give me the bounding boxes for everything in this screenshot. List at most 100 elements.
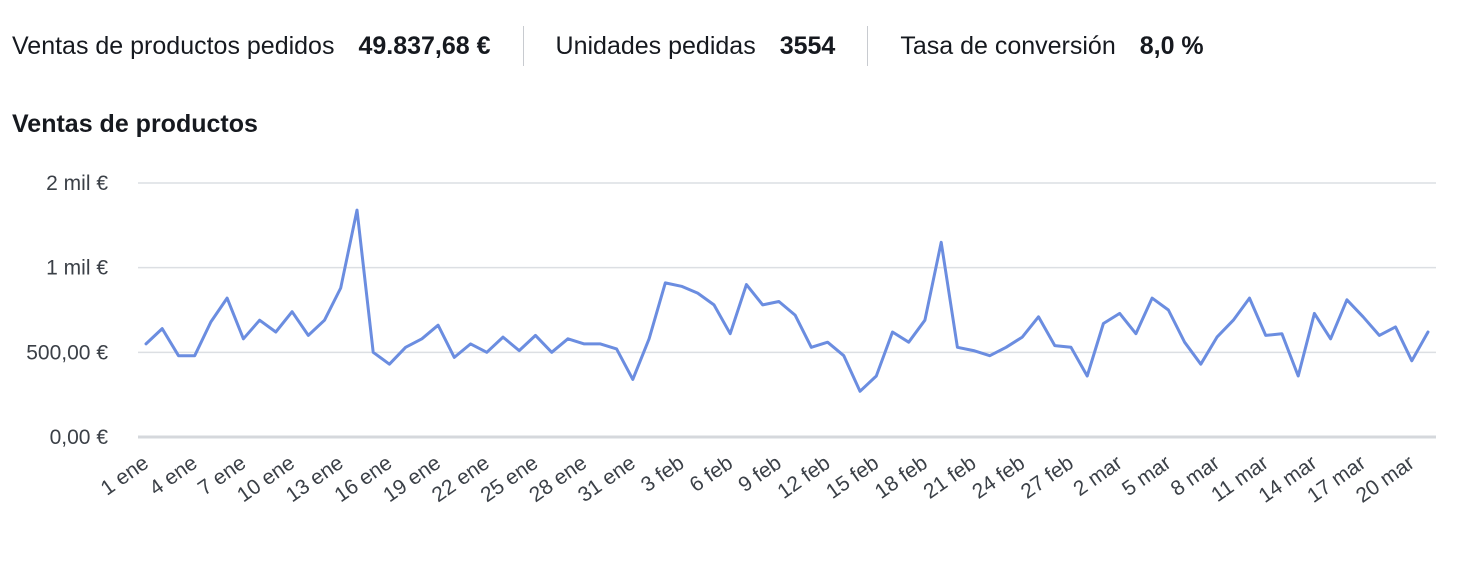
data-point bbox=[1053, 344, 1057, 348]
kpi-label: Tasa de conversión bbox=[900, 31, 1116, 60]
data-point bbox=[874, 374, 878, 378]
data-point bbox=[566, 337, 570, 341]
data-point bbox=[355, 208, 359, 212]
data-point bbox=[550, 350, 554, 354]
data-point bbox=[501, 335, 505, 339]
data-point bbox=[696, 291, 700, 295]
kpi-bar: Ventas de productos pedidos 49.837,68 € … bbox=[12, 26, 1204, 66]
data-point bbox=[241, 337, 245, 341]
data-point bbox=[631, 377, 635, 381]
x-tick-label: 15 feb bbox=[822, 451, 883, 503]
data-point bbox=[436, 323, 440, 327]
data-point bbox=[923, 318, 927, 322]
data-point bbox=[793, 313, 797, 317]
data-point bbox=[387, 362, 391, 366]
x-tick-label: 31 ene bbox=[574, 451, 640, 507]
data-point bbox=[225, 296, 229, 300]
data-point bbox=[761, 303, 765, 307]
divider bbox=[522, 26, 524, 66]
data-point bbox=[144, 342, 148, 346]
y-tick-label: 1 mil € bbox=[46, 257, 108, 280]
data-point bbox=[615, 347, 619, 351]
data-point bbox=[826, 340, 830, 344]
data-point bbox=[1069, 345, 1073, 349]
y-tick-label: 2 mil € bbox=[46, 172, 108, 195]
kpi-value: 49.837,68 € bbox=[358, 31, 491, 60]
data-point bbox=[647, 337, 651, 341]
data-point bbox=[598, 342, 602, 346]
y-tick-label: 500,00 € bbox=[26, 341, 108, 364]
data-point bbox=[485, 350, 489, 354]
data-point bbox=[972, 349, 976, 353]
kpi-units-ordered: Unidades pedidas 3554 bbox=[556, 32, 836, 61]
data-point bbox=[1361, 315, 1365, 319]
data-point bbox=[193, 354, 197, 358]
data-point bbox=[1296, 374, 1300, 378]
data-point bbox=[177, 354, 181, 358]
x-tick-label: 21 feb bbox=[919, 451, 980, 503]
data-point bbox=[1085, 374, 1089, 378]
data-point bbox=[1264, 333, 1268, 337]
data-point bbox=[209, 320, 213, 324]
data-point bbox=[1280, 332, 1284, 336]
data-point bbox=[1215, 335, 1219, 339]
data-point bbox=[1004, 345, 1008, 349]
data-point bbox=[1150, 296, 1154, 300]
kpi-ordered-sales: Ventas de productos pedidos 49.837,68 € bbox=[12, 32, 491, 61]
x-tick-label: 2 mar bbox=[1069, 451, 1126, 501]
data-point bbox=[777, 300, 781, 304]
data-point bbox=[1248, 296, 1252, 300]
data-point bbox=[1426, 330, 1430, 334]
series-line-ventas bbox=[144, 208, 1430, 393]
chart-title: Ventas de productos bbox=[12, 110, 258, 138]
kpi-conversion-rate: Tasa de conversión 8,0 % bbox=[900, 32, 1203, 61]
data-point bbox=[1377, 333, 1381, 337]
data-point bbox=[1410, 359, 1414, 363]
y-tick-label: 0,00 € bbox=[50, 426, 109, 449]
x-tick-label: 6 feb bbox=[686, 451, 737, 497]
data-point bbox=[274, 330, 278, 334]
data-point bbox=[891, 330, 895, 334]
data-point bbox=[258, 318, 262, 322]
x-tick-label: 5 mar bbox=[1118, 451, 1175, 501]
data-point bbox=[1329, 337, 1333, 341]
kpi-value: 3554 bbox=[779, 31, 836, 60]
data-point bbox=[1345, 298, 1349, 302]
x-tick-label: 3 feb bbox=[637, 451, 688, 497]
data-point bbox=[939, 240, 943, 244]
data-point bbox=[160, 327, 164, 331]
x-tick-label: 18 feb bbox=[871, 451, 932, 503]
data-point bbox=[517, 349, 521, 353]
data-point bbox=[680, 284, 684, 288]
data-point bbox=[371, 350, 375, 354]
data-point bbox=[323, 318, 327, 322]
data-point bbox=[712, 303, 716, 307]
data-point bbox=[582, 342, 586, 346]
data-point bbox=[306, 333, 310, 337]
data-point bbox=[1312, 311, 1316, 315]
data-point bbox=[1166, 308, 1170, 312]
kpi-label: Unidades pedidas bbox=[555, 31, 756, 60]
x-tick-label: 4 ene bbox=[145, 451, 201, 500]
data-point bbox=[1394, 325, 1398, 329]
x-tick-label: 1 ene bbox=[97, 451, 153, 500]
data-point bbox=[907, 340, 911, 344]
data-point bbox=[1101, 322, 1105, 326]
data-point bbox=[1037, 315, 1041, 319]
data-point bbox=[728, 332, 732, 336]
data-point bbox=[404, 345, 408, 349]
data-point bbox=[1020, 335, 1024, 339]
data-point bbox=[858, 389, 862, 393]
data-point bbox=[1199, 362, 1203, 366]
data-point bbox=[290, 310, 294, 314]
data-point bbox=[955, 345, 959, 349]
data-point bbox=[988, 354, 992, 358]
x-tick-label: 24 feb bbox=[968, 451, 1029, 503]
data-point bbox=[1118, 311, 1122, 315]
data-point bbox=[452, 355, 456, 359]
kpi-label: Ventas de productos pedidos bbox=[12, 31, 335, 60]
data-point bbox=[663, 281, 667, 285]
data-point bbox=[1231, 318, 1235, 322]
divider bbox=[867, 26, 869, 66]
